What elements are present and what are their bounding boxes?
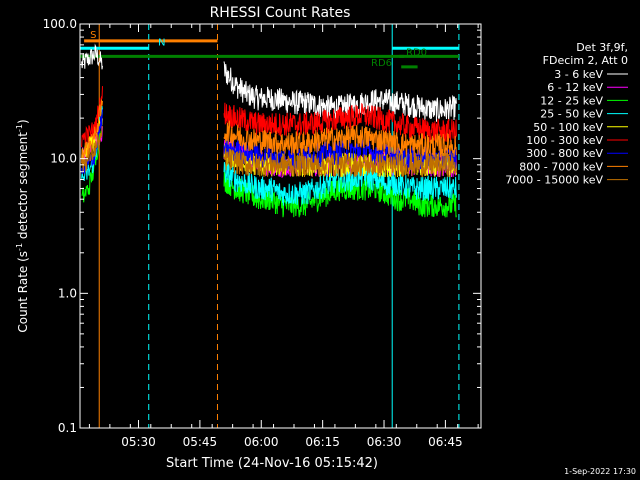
y-tick-label: 10.0 xyxy=(50,152,77,166)
legend-label: 6 - 12 keV xyxy=(547,81,603,94)
legend-header-line1: Det 3f,9f, xyxy=(576,41,628,54)
x-axis-label: Start Time (24-Nov-16 05:15:42) xyxy=(166,456,378,471)
series-late-line xyxy=(223,162,457,206)
legend-label: 25 - 50 keV xyxy=(540,108,603,121)
series-late-line xyxy=(223,120,457,158)
bar-label: RD6 xyxy=(371,58,392,69)
legend-header-line2: FDecim 2, Att 0 xyxy=(543,54,628,67)
y-tick-label: 100.0 xyxy=(43,17,77,31)
series-late-line xyxy=(223,170,457,218)
bar-label: N xyxy=(158,37,165,48)
series-late-line xyxy=(223,61,457,122)
x-tick-label: 06:45 xyxy=(428,435,463,449)
series-early-line xyxy=(81,125,103,173)
x-tick-label: 05:45 xyxy=(183,435,218,449)
bar-label: RD0 xyxy=(406,47,427,58)
x-axis: 05:30 05:45 06:00 06:15 06:30 06:45 xyxy=(88,24,479,449)
legend-label: 7000 - 15000 keV xyxy=(505,174,603,187)
x-tick-label: 06:30 xyxy=(367,435,402,449)
y-tick-label: 0.1 xyxy=(58,421,77,435)
x-tick-label: 05:30 xyxy=(121,435,156,449)
footer-timestamp: 1-Sep-2022 17:30 xyxy=(564,467,636,476)
legend-label: 3 - 6 keV xyxy=(554,68,603,81)
x-tick-label: 06:15 xyxy=(305,435,340,449)
legend-label: 50 - 100 keV xyxy=(533,121,603,134)
series-lines xyxy=(81,43,457,218)
series-late-line xyxy=(223,102,457,143)
plot-frame xyxy=(79,23,482,429)
series-early-line xyxy=(81,43,103,70)
legend-label: 12 - 25 keV xyxy=(540,94,603,107)
legend-label: 300 - 800 keV xyxy=(526,147,603,160)
series-0 xyxy=(81,43,457,122)
y-axis-label: Count Rate (s-1 detector segment-1) xyxy=(15,119,30,332)
y-axis: 0.1 1.0 10.0 100.0 xyxy=(43,17,481,435)
series-8 xyxy=(81,125,457,178)
y-tick-label: 1.0 xyxy=(58,286,77,300)
instrument-markers: S N RD0 RD6 xyxy=(79,24,460,428)
x-tick-label: 06:00 xyxy=(244,435,279,449)
legend-label: 800 - 7000 keV xyxy=(519,160,603,173)
bar-label: S xyxy=(90,30,96,41)
chart-title: RHESSI Count Rates xyxy=(210,5,351,21)
series-late-line xyxy=(223,148,457,178)
legend-label: 100 - 300 keV xyxy=(526,134,603,147)
